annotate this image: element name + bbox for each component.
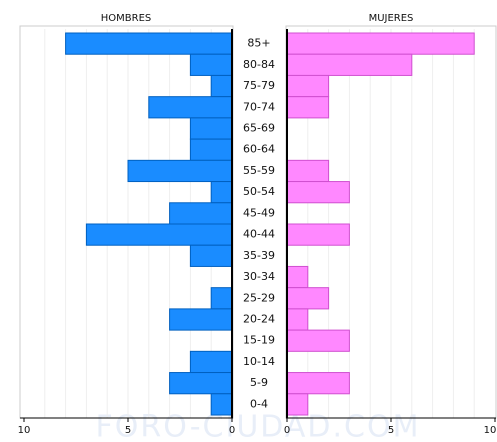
bar (189, 350, 233, 374)
panel-title: MUJERES (369, 13, 414, 24)
category-label: 80-84 (243, 58, 275, 71)
category-label: 25-29 (243, 291, 275, 304)
bar (286, 159, 330, 183)
category-label: 40-44 (243, 228, 275, 241)
bar (286, 308, 309, 331)
category-label: 20-24 (243, 313, 275, 326)
bar (286, 96, 330, 119)
bar (210, 181, 233, 204)
category-label: 85+ (247, 37, 270, 50)
category-label: 5-9 (250, 376, 268, 389)
bar (127, 159, 233, 183)
bar (286, 265, 309, 289)
bar (189, 138, 233, 161)
bar (286, 32, 475, 55)
bar (189, 53, 233, 76)
bar (210, 287, 233, 310)
bar (286, 372, 350, 395)
x-tick-label: 10 (18, 425, 31, 436)
category-label: 30-34 (243, 270, 275, 283)
x-tick-label: 0 (284, 425, 290, 436)
bar (286, 223, 350, 246)
bar (210, 393, 233, 416)
category-label: 45-49 (243, 206, 275, 219)
category-label: 10-14 (243, 355, 275, 368)
category-label: 35-39 (243, 249, 275, 262)
bar (286, 329, 350, 352)
bar (210, 74, 233, 98)
category-label: 70-74 (243, 100, 275, 113)
bar (189, 117, 233, 140)
bar (286, 181, 350, 204)
x-tick-label: 5 (388, 425, 394, 436)
category-label: 60-64 (243, 143, 275, 156)
watermark: FORO-CIUDAD.COM (96, 410, 421, 442)
x-tick-label: 5 (125, 425, 131, 436)
category-label: 15-19 (243, 334, 275, 347)
category-label: 65-69 (243, 122, 275, 135)
category-label: 50-54 (243, 185, 275, 198)
bar (85, 223, 233, 246)
bar (169, 202, 233, 225)
bar (286, 287, 330, 310)
category-label: 55-59 (243, 164, 275, 177)
bar (286, 53, 413, 76)
bar (286, 74, 330, 98)
bar (148, 96, 233, 119)
bar (169, 308, 233, 331)
bar (286, 393, 309, 416)
category-label: 75-79 (243, 79, 275, 92)
bar (189, 244, 233, 267)
bar (169, 372, 233, 395)
x-tick-label: 10 (484, 425, 497, 436)
x-tick-label: 0 (229, 425, 235, 436)
panel-title: HOMBRES (101, 13, 152, 24)
category-label: 0-4 (250, 397, 268, 410)
bar (65, 32, 233, 55)
